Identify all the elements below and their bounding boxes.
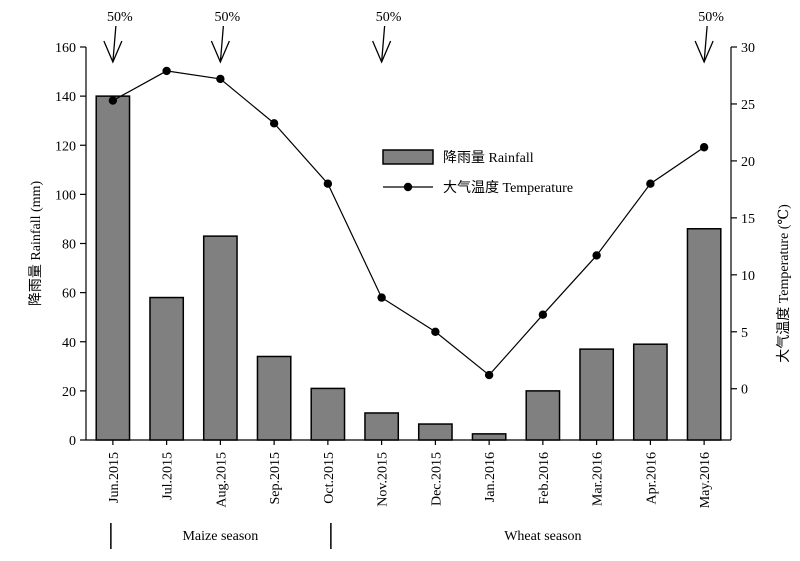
annotation-label: 50% xyxy=(215,10,241,25)
x-tick-label: Jun.2015 xyxy=(107,452,122,503)
rainfall-bar xyxy=(417,423,453,441)
left-y-tick-label: 120 xyxy=(55,139,76,154)
annotations: 50% 50% 50% 50% xyxy=(103,10,724,64)
arrow-shaft xyxy=(380,25,386,63)
left-axis-title: 降雨量 Rainfall (mm) xyxy=(28,181,44,307)
rainfall-bar xyxy=(471,433,507,441)
rainfall-bar xyxy=(256,355,292,441)
temperature-point xyxy=(592,251,601,260)
down-arrow-icon xyxy=(372,25,392,64)
arrow-head xyxy=(372,40,392,64)
rainfall-bar xyxy=(202,235,238,441)
temperature-point xyxy=(377,293,386,302)
rainfall-bars xyxy=(95,95,722,441)
temperature-point xyxy=(269,119,279,128)
left-y-tick-label: 40 xyxy=(62,336,76,351)
rainfall-bar xyxy=(310,387,346,441)
x-tick-label: Oct.2015 xyxy=(322,452,337,504)
legend-temperature-marker xyxy=(403,182,413,192)
arrow-head xyxy=(103,40,123,64)
arrow-shaft xyxy=(703,25,708,63)
left-y-tick-label: 160 xyxy=(55,41,76,56)
annotation-label: 50% xyxy=(107,10,133,25)
right-axis-title: 大气温度 Temperature (℃) xyxy=(776,204,792,363)
rainfall-bar xyxy=(579,348,615,441)
left-y-tick-label: 0 xyxy=(69,434,76,449)
left-y-tick-label: 60 xyxy=(62,287,76,302)
temperature-point xyxy=(216,74,225,84)
x-tick-label: Dec.2015 xyxy=(429,452,444,506)
x-tick-label: May.2016 xyxy=(698,452,713,508)
season-labels: Maize season Wheat season xyxy=(110,523,582,549)
temperature-point xyxy=(162,66,171,76)
rainfall-bar xyxy=(686,228,722,441)
legend-rainfall-label: 降雨量 Rainfall xyxy=(443,150,534,166)
arrow-shaft xyxy=(112,25,117,63)
x-tick-label: Apr.2016 xyxy=(644,452,659,505)
temperature-point xyxy=(323,179,333,188)
down-arrow-icon xyxy=(103,25,123,64)
season-label: Wheat season xyxy=(504,529,581,544)
right-y-tick-label: 30 xyxy=(741,41,755,56)
arrow-shaft xyxy=(219,25,225,63)
temperature-point xyxy=(108,96,118,105)
down-arrow-icon xyxy=(694,25,714,64)
axes: 0 20 40 60 80 100 120 140 160 0 5 10 15 20 25 30 Jun.201… xyxy=(28,41,792,508)
rainfall-bar xyxy=(525,390,561,441)
left-y-tick-label: 20 xyxy=(62,385,76,400)
x-tick-label: Mar.2016 xyxy=(591,452,606,506)
annotation-label: 50% xyxy=(698,10,724,25)
left-y-tick-label: 80 xyxy=(62,238,76,253)
temperature-point xyxy=(646,179,655,188)
x-tick-label: Nov.2015 xyxy=(376,452,391,507)
arrow-head xyxy=(694,40,714,64)
temperature-point xyxy=(538,310,548,319)
rainfall-bar xyxy=(95,95,131,441)
temperature-line-group xyxy=(108,66,709,380)
temperature-point xyxy=(431,327,440,336)
rainfall-bar xyxy=(632,343,668,441)
x-tick-label: Jan.2016 xyxy=(483,452,498,502)
annotation-label: 50% xyxy=(376,10,402,25)
x-tick-label: Feb.2016 xyxy=(537,452,552,505)
x-tick-label: Jul.2015 xyxy=(161,452,176,500)
rainfall-bar xyxy=(364,412,400,441)
down-arrow-icon xyxy=(210,25,230,64)
x-tick-label: Aug.2015 xyxy=(214,452,229,508)
right-y-tick-label: 20 xyxy=(741,155,755,170)
legend: 降雨量 Rainfall 大气温度 Temperature xyxy=(382,149,573,196)
temperature-point xyxy=(699,143,709,152)
legend-rainfall-swatch xyxy=(382,149,434,165)
arrow-head xyxy=(210,40,230,64)
temperature-line xyxy=(112,70,705,376)
right-y-tick-label: 15 xyxy=(741,212,755,227)
left-y-tick-label: 100 xyxy=(55,188,76,203)
right-y-tick-label: 25 xyxy=(741,98,755,113)
season-label: Maize season xyxy=(182,529,258,544)
right-y-tick-label: 5 xyxy=(741,326,748,341)
rainfall-bar xyxy=(149,296,185,441)
temperature-point xyxy=(484,370,494,380)
legend-temperature-label: 大气温度 Temperature xyxy=(443,180,573,196)
x-tick-label: Sep.2015 xyxy=(268,452,283,505)
right-y-tick-label: 10 xyxy=(741,269,755,284)
right-y-tick-label: 0 xyxy=(741,383,748,398)
left-y-tick-label: 140 xyxy=(55,90,76,105)
